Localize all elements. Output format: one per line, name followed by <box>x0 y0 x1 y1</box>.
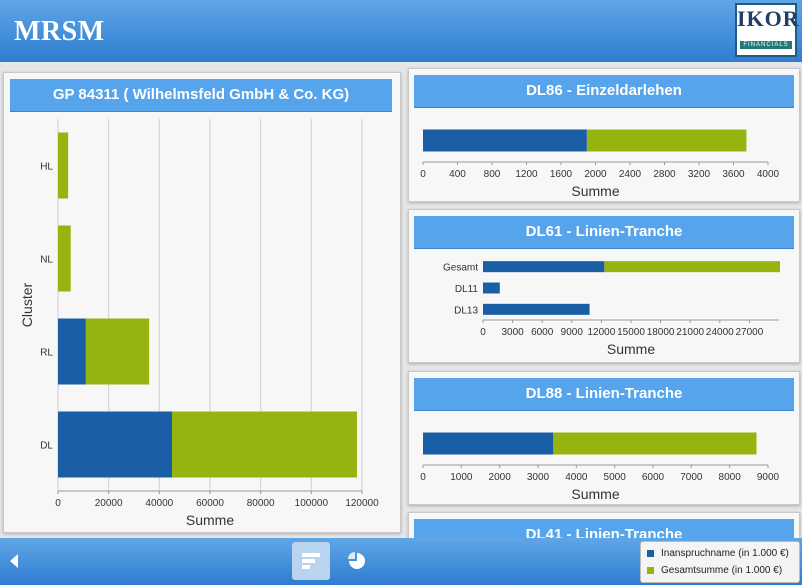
bar-segment <box>58 225 71 292</box>
x-tick-label: 6000 <box>642 472 665 483</box>
x-tick-label: 3000 <box>501 327 524 338</box>
legend-label: Gesamtsumme (in 1.000 €) <box>661 565 783 576</box>
chart-legend: Inanspruchname (in 1.000 €) Gesamtsumme … <box>640 541 800 583</box>
x-tick-label: 9000 <box>561 327 584 338</box>
x-tick-label: 5000 <box>604 472 627 483</box>
legend-item-gesamtsumme: Gesamtsumme (in 1.000 €) <box>647 564 782 578</box>
x-tick-label: 2000 <box>489 472 512 483</box>
x-tick-label: 3600 <box>722 169 745 180</box>
x-tick-label: 60000 <box>196 498 224 509</box>
legend-label: Inanspruchname (in 1.000 €) <box>661 548 789 559</box>
dashboard-content: GP 84311 ( Wilhelmsfeld GmbH & Co. KG) 0… <box>0 62 802 554</box>
x-axis-title: Summe <box>186 512 234 528</box>
app-header: MRSM IKOR FINANCIALS <box>0 0 802 62</box>
ikor-logo: IKOR FINANCIALS <box>735 3 800 57</box>
pie-chart-icon <box>348 552 365 569</box>
dl61-panel: DL61 - Linien-Tranche 0 3000 6000 9000 12000… <box>408 209 800 363</box>
category-label: RL <box>40 348 53 359</box>
bar-chart-icon <box>302 553 320 569</box>
logo-subtext: FINANCIALS <box>740 41 792 49</box>
x-tick-label: 8000 <box>719 472 742 483</box>
bar-segment <box>58 318 86 385</box>
x-tick-label: 2800 <box>653 169 676 180</box>
bar-segment <box>58 411 172 478</box>
x-tick-label: 20000 <box>95 498 123 509</box>
bar-segment <box>483 303 590 315</box>
bar-segment <box>85 318 150 385</box>
y-axis-title: Cluster <box>19 282 35 327</box>
app-footer: Inanspruchname (in 1.000 €) Gesamtsumme … <box>0 538 802 585</box>
bar-segment <box>483 261 605 273</box>
x-tick-label: 12000 <box>587 327 615 338</box>
x-tick-label: 3200 <box>688 169 711 180</box>
x-tick-label: 120000 <box>345 498 379 509</box>
x-axis-title: Summe <box>571 183 619 199</box>
x-tick-label: 0 <box>420 169 426 180</box>
dl61-chart[interactable]: 0 3000 6000 9000 12000 15000 18000 21000 24000 27… <box>409 250 799 360</box>
category-label: HL <box>40 162 53 173</box>
x-tick-label: 27000 <box>735 327 763 338</box>
x-tick-label: 0 <box>480 327 486 338</box>
x-tick-label: 40000 <box>145 498 173 509</box>
x-axis-title: Summe <box>607 341 655 357</box>
category-label: DL13 <box>454 305 478 316</box>
category-label: NL <box>40 255 53 266</box>
bar-chart-view-button[interactable] <box>292 542 330 580</box>
pie-chart-view-button[interactable] <box>338 542 376 580</box>
bar-segment <box>172 411 357 478</box>
dl88-chart[interactable]: 0 1000 2000 3000 4000 5000 6000 7000 8000 9000 Sum… <box>409 412 799 502</box>
bar-segment <box>423 129 587 152</box>
dl61-panel-title: DL61 - Linien-Tranche <box>414 216 794 249</box>
category-label: Gesamt <box>443 263 478 274</box>
x-tick-label: 18000 <box>647 327 675 338</box>
logo-text: IKOR <box>737 6 800 31</box>
x-tick-label: 800 <box>484 169 501 180</box>
dl88-panel-title: DL88 - Linien-Tranche <box>414 378 794 411</box>
x-axis-title: Summe <box>571 486 619 502</box>
cluster-panel-title: GP 84311 ( Wilhelmsfeld GmbH & Co. KG) <box>10 79 392 112</box>
bar-segment <box>483 282 500 294</box>
legend-item-inanspruchname: Inanspruchname (in 1.000 €) <box>647 547 789 561</box>
bar-segment <box>58 132 69 199</box>
x-tick-label: 4000 <box>757 169 780 180</box>
x-tick-label: 6000 <box>531 327 554 338</box>
x-tick-label: 400 <box>449 169 466 180</box>
app-brand: MRSM <box>14 16 105 47</box>
legend-swatch <box>647 566 654 574</box>
legend-swatch <box>647 549 654 557</box>
x-tick-label: 15000 <box>617 327 645 338</box>
bar-segment <box>586 129 747 152</box>
dl86-panel: DL86 - Einzeldarlehen 0 400 800 1200 1600 200… <box>408 68 800 202</box>
x-tick-label: 4000 <box>565 472 588 483</box>
cluster-panel: GP 84311 ( Wilhelmsfeld GmbH & Co. KG) 0… <box>3 72 401 533</box>
x-tick-label: 1600 <box>550 169 573 180</box>
dl86-chart[interactable]: 0 400 800 1200 1600 2000 2400 2800 3200 3600 4000 S… <box>409 109 799 199</box>
bar-segment <box>604 261 780 273</box>
x-tick-label: 7000 <box>680 472 703 483</box>
bar-segment <box>553 432 757 455</box>
x-tick-label: 3000 <box>527 472 550 483</box>
category-label: DL11 <box>455 284 479 295</box>
back-arrow-icon[interactable] <box>8 552 24 570</box>
x-tick-label: 2000 <box>584 169 607 180</box>
bar-segment <box>423 432 554 455</box>
x-tick-label: 1000 <box>450 472 473 483</box>
x-tick-label: 100000 <box>295 498 329 509</box>
dl88-panel: DL88 - Linien-Tranche 0 1000 2000 3000 4000 5… <box>408 371 800 505</box>
x-tick-label: 24000 <box>706 327 734 338</box>
x-tick-label: 0 <box>420 472 426 483</box>
cluster-chart[interactable]: 0 20000 40000 60000 80000 100000 120000 HL NL RL D… <box>4 113 400 533</box>
x-tick-label: 80000 <box>247 498 275 509</box>
category-label: DL <box>40 441 53 452</box>
x-tick-label: 2400 <box>619 169 642 180</box>
dl86-panel-title: DL86 - Einzeldarlehen <box>414 75 794 108</box>
x-tick-label: 1200 <box>515 169 538 180</box>
x-tick-label: 9000 <box>757 472 780 483</box>
x-tick-label: 0 <box>55 498 61 509</box>
x-tick-label: 21000 <box>676 327 704 338</box>
